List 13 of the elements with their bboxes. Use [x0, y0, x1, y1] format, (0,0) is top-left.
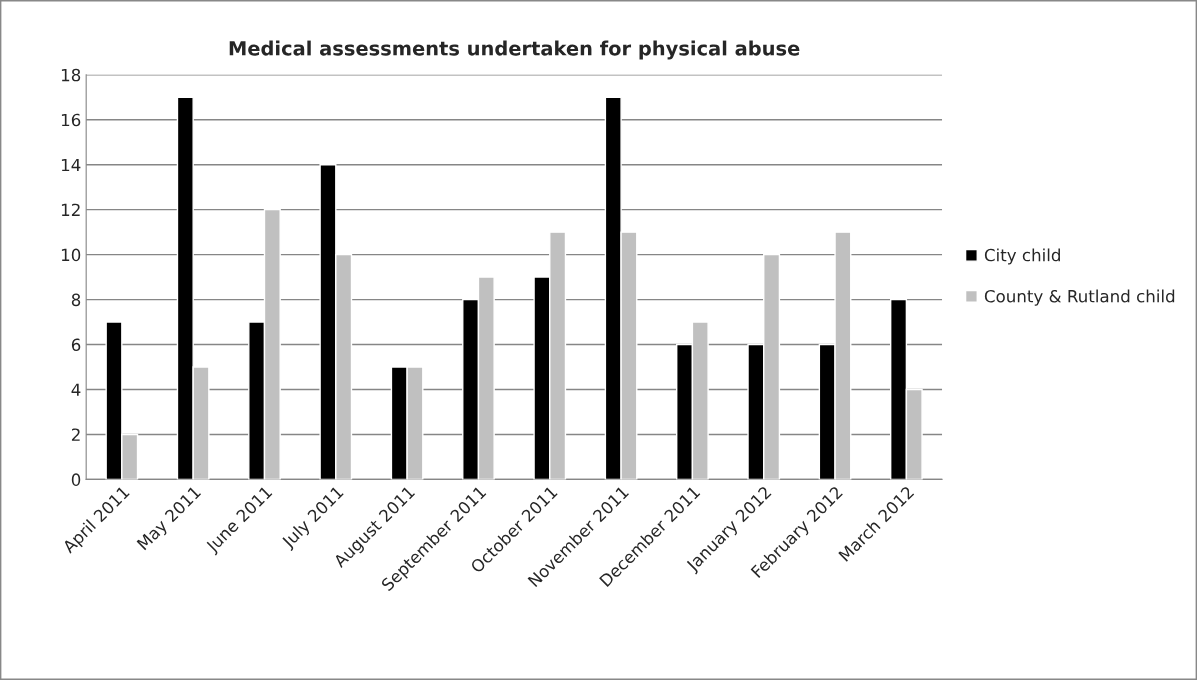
y-tick-label: 10: [61, 248, 81, 262]
legend-label: City child: [984, 248, 1060, 265]
y-tick-label: 14: [61, 158, 81, 172]
y-tick-label: 8: [71, 293, 81, 307]
y-tick-label: 2: [71, 428, 80, 441]
y-tick-label: 16: [61, 113, 81, 127]
y-tick-label: 12: [61, 203, 80, 216]
y-tick-label: 0: [71, 473, 81, 486]
legend-label: County & Rutland child: [984, 289, 1175, 306]
y-tick-label: 4: [71, 383, 81, 396]
y-tick-label: 18: [61, 68, 81, 82]
y-tick-label: 6: [71, 338, 81, 352]
chart-title: Medical assessments undertaken for physical abuse: [229, 40, 800, 60]
